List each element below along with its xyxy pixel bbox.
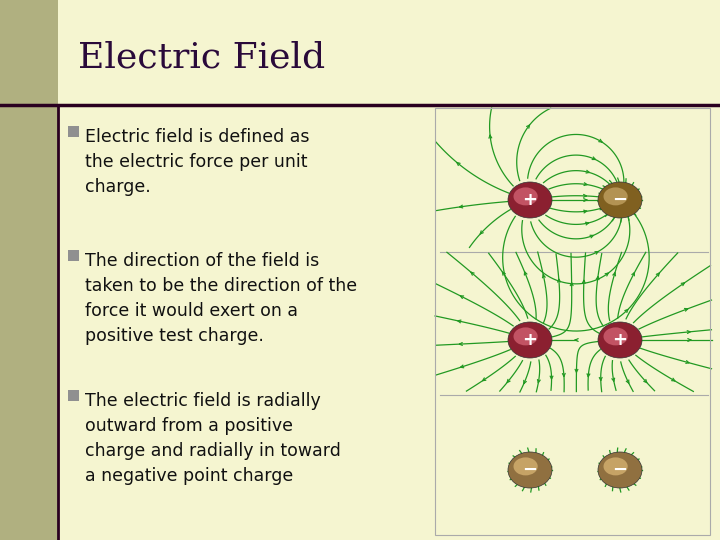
Text: The direction of the field is
taken to be the direction of the
force it would ex: The direction of the field is taken to b… — [85, 252, 357, 345]
Ellipse shape — [513, 187, 538, 205]
Text: −: − — [523, 461, 538, 479]
Ellipse shape — [513, 457, 538, 475]
Text: −: − — [613, 191, 628, 209]
Ellipse shape — [598, 322, 642, 358]
Text: +: + — [523, 331, 538, 349]
Bar — [68, 390, 79, 401]
Text: +: + — [523, 191, 538, 209]
Text: −: − — [613, 461, 628, 479]
Ellipse shape — [513, 327, 538, 346]
Ellipse shape — [598, 182, 642, 218]
Text: Electric Field: Electric Field — [78, 41, 325, 75]
Ellipse shape — [603, 327, 628, 346]
Bar — [68, 250, 79, 261]
Ellipse shape — [508, 452, 552, 488]
Text: +: + — [613, 331, 628, 349]
Text: The electric field is radially
outward from a positive
charge and radially in to: The electric field is radially outward f… — [85, 392, 341, 485]
Bar — [435, 108, 710, 535]
Bar — [68, 126, 79, 137]
Ellipse shape — [508, 322, 552, 358]
Ellipse shape — [603, 187, 628, 205]
Ellipse shape — [603, 457, 628, 475]
Ellipse shape — [598, 452, 642, 488]
Ellipse shape — [508, 182, 552, 218]
Text: Electric field is defined as
the electric force per unit
charge.: Electric field is defined as the electri… — [85, 128, 310, 196]
Bar — [0, 0, 58, 540]
